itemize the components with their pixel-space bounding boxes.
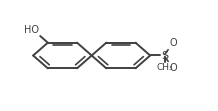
Text: HO: HO [24,26,39,36]
Text: O: O [169,63,177,73]
Text: CH₃: CH₃ [157,63,173,72]
Text: S: S [161,51,169,60]
Text: O: O [169,38,177,48]
